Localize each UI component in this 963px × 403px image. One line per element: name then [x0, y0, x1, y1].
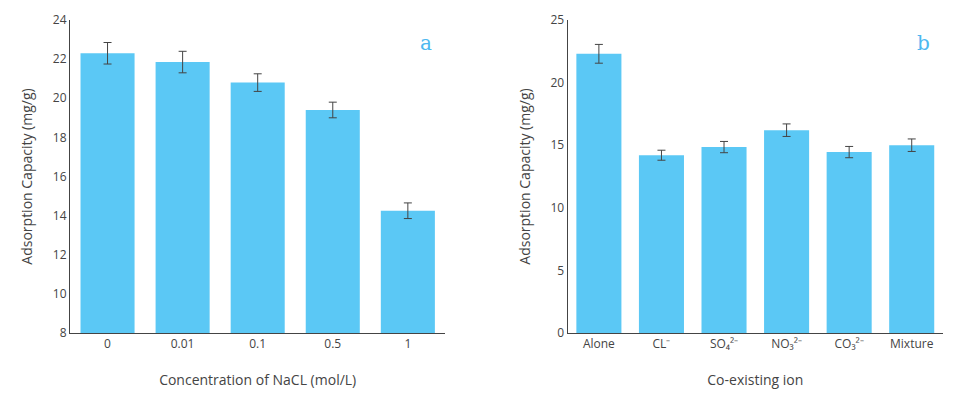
svg-text:1: 1 [404, 335, 411, 352]
svg-text:18: 18 [53, 129, 67, 146]
svg-text:25: 25 [550, 11, 564, 28]
svg-text:22: 22 [53, 50, 67, 67]
svg-text:Concentration of NaCL (mol/L): Concentration of NaCL (mol/L) [159, 370, 356, 389]
svg-text:14: 14 [53, 207, 67, 224]
svg-text:SO₄²⁻: SO₄²⁻ [710, 335, 738, 352]
svg-text:16: 16 [53, 168, 67, 185]
svg-text:NO₃²⁻: NO₃²⁻ [771, 335, 802, 352]
svg-text:5: 5 [557, 262, 564, 279]
svg-text:12: 12 [53, 246, 67, 263]
svg-text:0.1: 0.1 [249, 335, 266, 352]
svg-text:Mixture: Mixture [890, 335, 934, 352]
svg-text:Adsorption Capacity (mg/g): Adsorption Capacity (mg/g) [515, 88, 534, 264]
svg-text:a: a [420, 31, 432, 55]
svg-text:CO₃²⁻: CO₃²⁻ [835, 335, 864, 352]
svg-text:0.5: 0.5 [324, 335, 341, 352]
svg-text:20: 20 [550, 74, 564, 91]
svg-text:CL⁻: CL⁻ [653, 335, 671, 352]
svg-text:Alone: Alone [583, 335, 615, 352]
svg-text:20: 20 [53, 89, 67, 106]
svg-text:24: 24 [53, 11, 67, 28]
svg-text:15: 15 [550, 136, 564, 153]
svg-text:10: 10 [53, 285, 67, 302]
svg-text:0.01: 0.01 [171, 335, 195, 352]
svg-text:8: 8 [60, 324, 67, 341]
svg-text:Co-existing ion: Co-existing ion [707, 370, 803, 389]
svg-text:Adsorption Capacity (mg/g): Adsorption Capacity (mg/g) [17, 88, 36, 264]
svg-text:b: b [917, 31, 930, 55]
svg-text:10: 10 [550, 199, 564, 216]
svg-text:0: 0 [557, 324, 564, 341]
svg-text:0: 0 [104, 335, 111, 352]
